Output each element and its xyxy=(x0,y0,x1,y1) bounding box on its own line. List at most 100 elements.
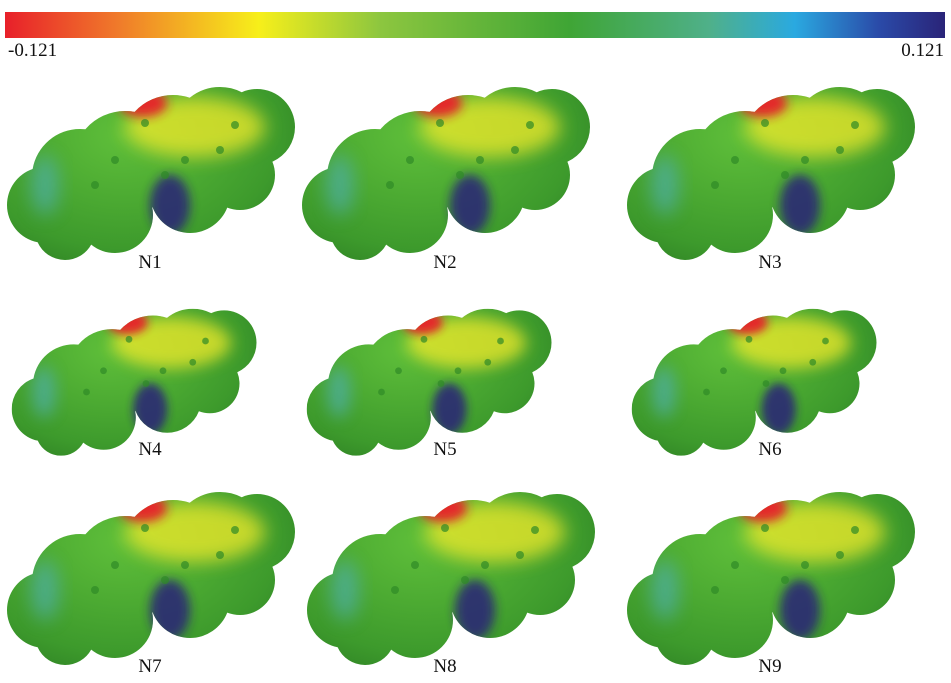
atom xyxy=(456,171,464,179)
atom xyxy=(160,367,167,374)
panel-label: N5 xyxy=(433,439,456,460)
surface-body xyxy=(0,460,315,683)
surface-body xyxy=(615,55,935,285)
atom xyxy=(836,551,844,559)
figure: -0.121 0.121 N1N2N3N4N5N6N7N8N9 xyxy=(0,0,951,683)
atom xyxy=(161,171,169,179)
atom xyxy=(703,389,710,396)
neutral-region xyxy=(32,367,56,418)
atom xyxy=(836,146,844,154)
molecule-surface xyxy=(615,460,935,683)
atom xyxy=(100,367,107,374)
atom xyxy=(91,586,99,594)
panel-label: N8 xyxy=(433,656,456,677)
positive-region xyxy=(455,580,495,640)
atom xyxy=(395,367,402,374)
atom xyxy=(763,380,770,387)
atom xyxy=(441,524,449,532)
color-bar-min: -0.121 xyxy=(8,40,57,61)
panel-label: N4 xyxy=(138,439,162,460)
negative-region xyxy=(739,89,787,117)
atom xyxy=(455,367,462,374)
atom xyxy=(161,576,169,584)
atom xyxy=(91,181,99,189)
panel-label: N1 xyxy=(138,252,161,273)
positive-region xyxy=(133,384,167,435)
atom xyxy=(391,586,399,594)
atom xyxy=(822,338,829,345)
panel-label: N2 xyxy=(433,252,456,273)
atom xyxy=(411,561,419,569)
atom xyxy=(484,359,491,366)
positive-region xyxy=(762,384,796,435)
atom xyxy=(386,181,394,189)
neutral-region xyxy=(326,155,354,215)
molecule-surface xyxy=(290,55,610,285)
atom xyxy=(216,551,224,559)
positive-region xyxy=(780,580,820,640)
neutral-region xyxy=(31,560,59,620)
neutral-region xyxy=(652,367,676,418)
atom xyxy=(141,524,149,532)
atom xyxy=(761,524,769,532)
positive-region xyxy=(433,384,467,435)
atom xyxy=(526,121,534,129)
atom xyxy=(143,380,150,387)
atom xyxy=(731,156,739,164)
molecule-surface xyxy=(0,460,315,683)
atom xyxy=(801,156,809,164)
negative-region xyxy=(119,494,167,522)
atom xyxy=(436,119,444,127)
surface-body xyxy=(290,55,610,285)
atom xyxy=(711,181,719,189)
atom xyxy=(801,561,809,569)
panel-label: N3 xyxy=(758,252,781,273)
surface-body xyxy=(0,55,315,285)
atom xyxy=(781,576,789,584)
atom xyxy=(378,389,385,396)
atom xyxy=(511,146,519,154)
atom xyxy=(231,121,239,129)
atom xyxy=(216,146,224,154)
color-bar-max: 0.121 xyxy=(901,40,944,61)
neutral-region xyxy=(327,367,351,418)
atom xyxy=(126,336,133,343)
atom xyxy=(476,156,484,164)
atom xyxy=(851,121,859,129)
atom xyxy=(780,367,787,374)
atom xyxy=(720,367,727,374)
atom xyxy=(851,526,859,534)
positive-region xyxy=(780,175,820,235)
atom xyxy=(111,156,119,164)
atom xyxy=(421,336,428,343)
molecule-surface xyxy=(615,55,935,285)
neutral-region xyxy=(31,155,59,215)
atom xyxy=(141,119,149,127)
atom xyxy=(731,561,739,569)
negative-region xyxy=(419,494,467,522)
positive-region xyxy=(450,175,490,235)
atom xyxy=(481,561,489,569)
molecule-surface xyxy=(0,55,315,285)
panel-label: N9 xyxy=(758,656,781,677)
negative-region xyxy=(727,310,768,334)
positive-region xyxy=(150,580,190,640)
atom xyxy=(531,526,539,534)
atom xyxy=(461,576,469,584)
color-bar xyxy=(5,12,945,38)
negative-region xyxy=(119,89,167,117)
atom xyxy=(83,389,90,396)
neutral-region xyxy=(651,560,679,620)
atom xyxy=(231,526,239,534)
positive-region xyxy=(150,175,190,235)
atom xyxy=(746,336,753,343)
neutral-region xyxy=(651,155,679,215)
atom xyxy=(761,119,769,127)
molecule-surface xyxy=(295,460,615,683)
atom xyxy=(438,380,445,387)
negative-region xyxy=(107,310,148,334)
panel-label: N6 xyxy=(758,439,781,460)
negative-region xyxy=(414,89,462,117)
surface-body xyxy=(295,460,615,683)
atom xyxy=(111,561,119,569)
